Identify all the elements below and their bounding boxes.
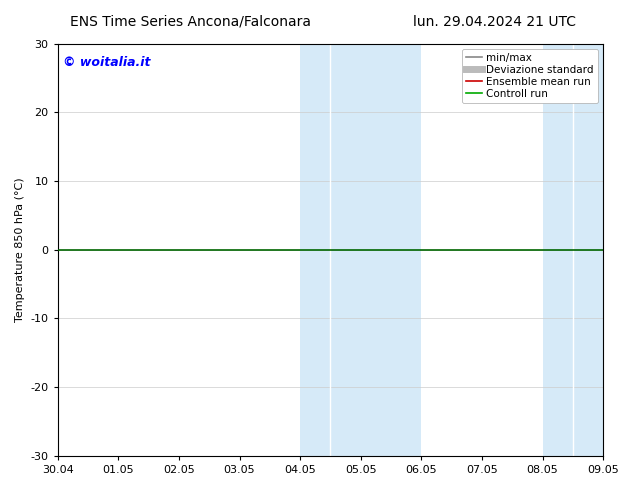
Bar [330,44,422,456]
Bar [543,44,573,456]
Y-axis label: Temperature 850 hPa (°C): Temperature 850 hPa (°C) [15,177,25,322]
Bar [573,44,603,456]
Text: lun. 29.04.2024 21 UTC: lun. 29.04.2024 21 UTC [413,15,576,29]
Text: ENS Time Series Ancona/Falconara: ENS Time Series Ancona/Falconara [70,15,311,29]
Bar [300,44,330,456]
Legend: min/max, Deviazione standard, Ensemble mean run, Controll run: min/max, Deviazione standard, Ensemble m… [462,49,598,103]
Text: © woitalia.it: © woitalia.it [63,56,151,69]
